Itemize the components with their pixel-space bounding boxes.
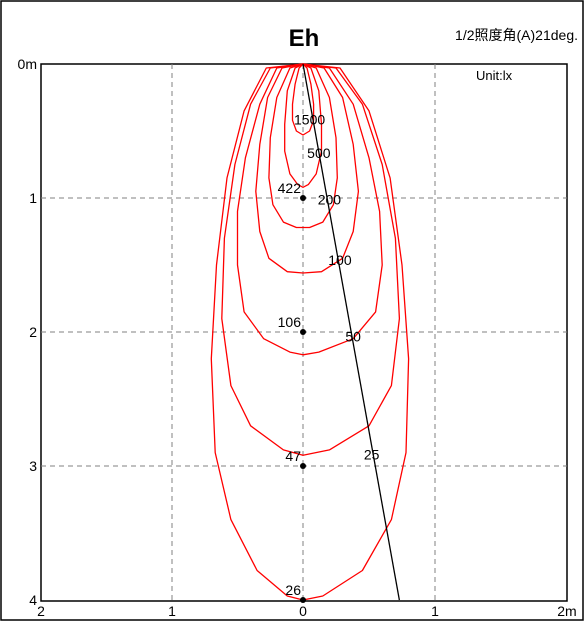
contour-line	[221, 63, 401, 456]
x-tick-label: 1	[431, 603, 439, 619]
y-tick-label: 1	[29, 190, 37, 206]
x-tick-label: 2m	[557, 603, 576, 619]
y-tick-label: 2	[29, 324, 37, 340]
x-tick-label: 2	[37, 603, 45, 619]
contour-value-label: 100	[328, 252, 352, 268]
center-value-label: 26	[285, 582, 301, 598]
contour-labels: 1500 500 200 100 50 25	[294, 111, 380, 462]
x-tick-label: 0	[299, 603, 307, 619]
unit-label: Unit:lx	[476, 68, 513, 83]
contour-line	[236, 63, 383, 356]
contour-value-label: 500	[307, 145, 331, 161]
center-point	[300, 597, 306, 603]
center-point	[300, 195, 306, 201]
contour-line	[291, 63, 315, 136]
y-tick-label: 0m	[18, 56, 37, 72]
contour-value-label: 200	[318, 192, 342, 208]
chart-subtitle: 1/2照度角(A)21deg.	[455, 27, 578, 43]
contour-line	[268, 63, 338, 229]
center-value-label: 422	[278, 180, 302, 196]
x-tick-label: 1	[168, 603, 176, 619]
x-axis-ticks: 2 1 0 1 2m	[37, 603, 577, 619]
chart-title: Eh	[289, 25, 320, 52]
contour-value-label: 1500	[294, 111, 325, 127]
beam-angle-line	[302, 63, 400, 601]
center-value-label: 106	[278, 314, 302, 330]
center-point	[300, 463, 306, 469]
center-value-label: 47	[285, 448, 301, 464]
contour-value-label: 25	[364, 446, 380, 462]
beam-line	[302, 63, 400, 601]
y-axis-ticks: 0m 1 2 3 4	[18, 56, 38, 608]
center-point	[300, 329, 306, 335]
y-tick-label: 3	[29, 458, 37, 474]
contour-value-label: 50	[345, 328, 361, 344]
contour-line	[255, 63, 360, 274]
contour-line	[284, 63, 323, 188]
y-tick-label: 4	[29, 592, 37, 608]
center-values: 422 106 47 26	[278, 180, 306, 603]
